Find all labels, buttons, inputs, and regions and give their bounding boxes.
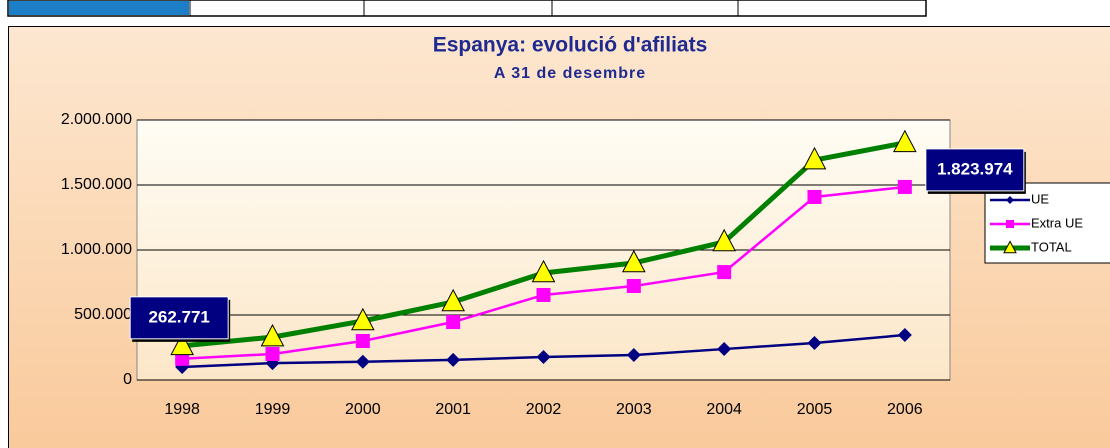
y-tick-label: 2.000.000 (61, 111, 132, 128)
data-label-box (129, 296, 229, 340)
marker (712, 228, 736, 252)
marker (170, 332, 194, 356)
marker (717, 265, 732, 280)
legend-label: TOTAL (1031, 239, 1072, 254)
data-label-box (925, 148, 1025, 192)
marker (807, 189, 822, 204)
x-tick-label: 2005 (797, 401, 833, 418)
marker (897, 179, 912, 194)
marker (893, 129, 917, 153)
legend-label: UE (1031, 191, 1049, 206)
x-tick-label: 1998 (164, 401, 200, 418)
marker (441, 288, 465, 312)
marker (1006, 196, 1014, 204)
marker (717, 342, 732, 357)
marker (446, 315, 461, 330)
marker (536, 287, 551, 302)
marker (622, 249, 646, 273)
data-label: 1.823.974 (937, 159, 1013, 178)
marker (351, 307, 375, 331)
x-tick-label: 2000 (345, 401, 381, 418)
y-tick-label: 500.000 (74, 306, 132, 323)
y-tick-label: 1.000.000 (61, 241, 132, 258)
x-tick-label: 2003 (616, 401, 652, 418)
chart-subtitle: A 31 de desembre (494, 65, 646, 82)
marker (260, 323, 285, 347)
x-tick-label: 2001 (435, 401, 471, 418)
marker (897, 328, 912, 343)
marker (175, 351, 190, 366)
x-tick-label: 1999 (255, 401, 291, 418)
marker (446, 352, 461, 367)
marker (626, 348, 641, 363)
marker (802, 146, 827, 170)
y-tick-label: 1.500.000 (61, 176, 132, 193)
legend-label: Extra UE (1031, 215, 1083, 230)
marker (1003, 240, 1017, 254)
marker (536, 349, 551, 364)
sheet-row (7, 0, 927, 17)
marker (355, 334, 370, 348)
data-label: 262.771 (148, 307, 209, 326)
x-tick-label: 2006 (887, 401, 923, 418)
marker (626, 279, 641, 294)
chart-title: Espanya: evolució d'afiliats (433, 34, 708, 57)
x-tick-label: 2002 (526, 401, 562, 418)
x-tick-label: 2004 (706, 401, 742, 418)
marker (531, 259, 556, 283)
marker (265, 347, 280, 361)
y-tick-label: 0 (123, 371, 132, 388)
marker (1006, 220, 1014, 228)
marker (355, 354, 370, 369)
marker (807, 335, 822, 350)
